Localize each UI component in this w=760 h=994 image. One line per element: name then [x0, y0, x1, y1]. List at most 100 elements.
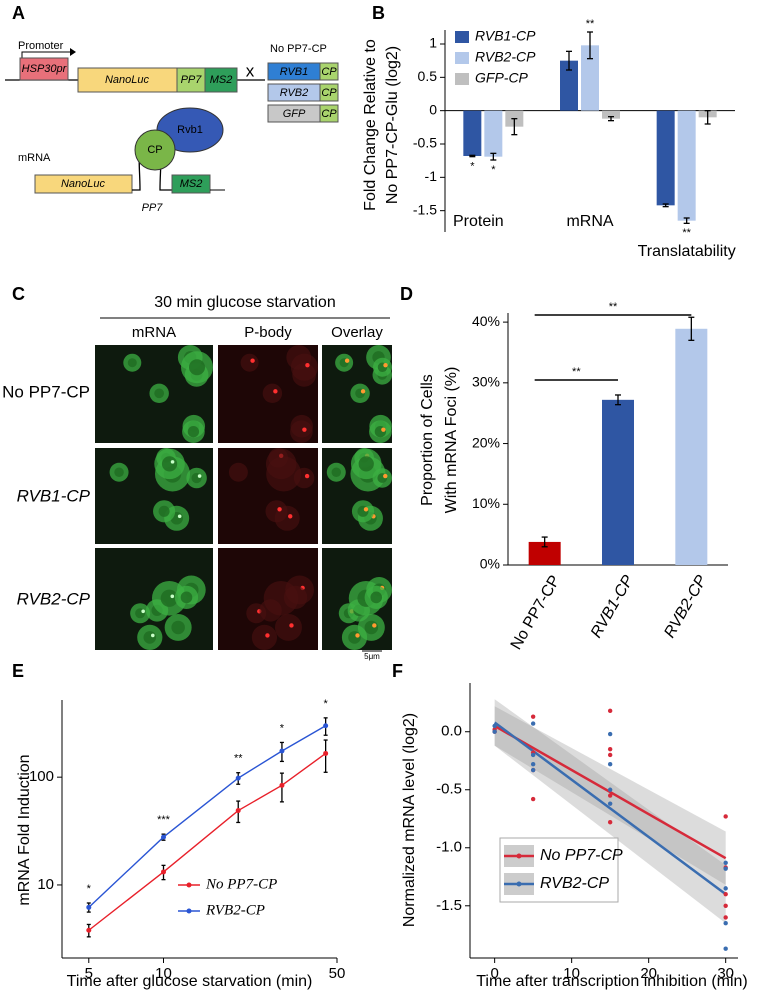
point [723, 860, 728, 866]
mrna-focus [141, 609, 145, 614]
cp-box [319, 83, 339, 102]
p-body [273, 389, 278, 394]
point [86, 904, 92, 910]
legend-label: No PP7-CP [540, 847, 623, 864]
p-body [383, 473, 388, 479]
point [723, 903, 728, 908]
column-header: mRNA [132, 324, 176, 341]
panel-c: 30 min glucose starvation mRNA P-body Ov… [2, 294, 390, 661]
cell [290, 420, 313, 443]
point [723, 946, 728, 951]
x-tick-label: RVB2-CP [661, 572, 710, 641]
cell [283, 585, 308, 610]
vacuole [370, 591, 383, 604]
point [530, 796, 536, 802]
point [723, 814, 728, 819]
y-tick-label: 0% [480, 556, 500, 572]
vacuole [161, 456, 178, 472]
cross: x [246, 61, 255, 80]
ms2-box [171, 174, 211, 194]
y-tick-label: 20% [472, 434, 500, 450]
legend-label: RVB2-CP [540, 875, 609, 892]
x-tick-label: 5 [85, 965, 93, 982]
y-tick-label: 100 [29, 768, 54, 785]
y-tick-label: 1 [429, 35, 437, 51]
legend-label: RVB1-CP [475, 28, 536, 44]
nanoluc-label: NanoLuc [105, 74, 150, 86]
x-tick-label: 50 [329, 965, 346, 982]
bar [602, 110, 620, 119]
legend-label: No PP7-CP [205, 876, 277, 892]
x-tick-label: 10 [155, 965, 172, 982]
point [607, 752, 613, 758]
p-body [265, 633, 270, 638]
fusions-title: No PP7-CP [270, 43, 327, 55]
mrna-focus [170, 594, 175, 599]
fusion-name: RVB1 [280, 66, 309, 78]
cp-box [319, 104, 339, 123]
point [723, 920, 728, 926]
point [492, 723, 497, 729]
y-tick-label: -0.5 [436, 781, 462, 798]
point [161, 834, 167, 840]
fit-line [494, 724, 727, 860]
panel-label: D [400, 284, 413, 304]
point [530, 752, 536, 758]
point [86, 927, 92, 933]
y-tick-label: -1.0 [436, 839, 462, 856]
significance: * [87, 883, 92, 895]
micrograph [95, 448, 213, 544]
x-tick-label: 20 [640, 965, 657, 982]
y-axis-title: Proportion of Cells [419, 374, 436, 506]
panel-a: Promoter HSP30pr NanoLuc PP7 MS2 x No PP… [5, 40, 339, 214]
cell [240, 353, 259, 372]
cell [274, 613, 302, 641]
promoter-name: HSP30pr [22, 63, 68, 75]
y-tick-label: 0.5 [418, 68, 438, 84]
x-tick-label: 30 [717, 965, 734, 982]
p-body [355, 633, 360, 638]
y-tick-label: 40% [472, 313, 500, 329]
significance: ** [572, 366, 581, 378]
point [279, 748, 285, 754]
p-body [302, 427, 307, 432]
point [492, 729, 497, 734]
point [530, 762, 536, 767]
legend-swatch [455, 52, 469, 64]
significance: * [491, 164, 496, 176]
fusion-cp: CP [321, 66, 337, 78]
p-body [288, 514, 293, 519]
promoter-box [19, 57, 69, 81]
y-tick-label: 30% [472, 374, 500, 390]
legend-swatch [455, 31, 469, 43]
mrna-focus [177, 514, 182, 519]
significance: *** [157, 814, 171, 826]
microscopy-title: 30 min glucose starvation [154, 294, 335, 311]
cell [228, 462, 248, 482]
point [723, 886, 728, 891]
legend-dot [516, 881, 522, 887]
point [235, 808, 241, 814]
point [607, 787, 613, 792]
y-tick-label: -0.5 [413, 135, 437, 151]
vacuole [358, 456, 374, 472]
coat-protein-label: CP [147, 144, 162, 156]
row-label: RVB2-CP [17, 589, 91, 608]
point [279, 782, 285, 788]
pp7-label: PP7 [181, 74, 203, 86]
cell [251, 624, 278, 650]
y-tick-label: 10% [472, 495, 500, 511]
promoter-arrow [21, 51, 70, 58]
mrna-focus [170, 460, 175, 464]
vacuole [331, 467, 342, 477]
panel-label: C [12, 284, 25, 304]
legend-dot [186, 882, 192, 888]
significance: * [280, 722, 285, 734]
legend-label: RVB2-CP [475, 49, 536, 65]
row-label: RVB1-CP [17, 486, 91, 505]
legend-dot [186, 908, 192, 914]
fusion-cp: CP [321, 108, 337, 120]
significance: ** [609, 301, 618, 313]
x-tick-label: No PP7-CP [508, 573, 564, 653]
